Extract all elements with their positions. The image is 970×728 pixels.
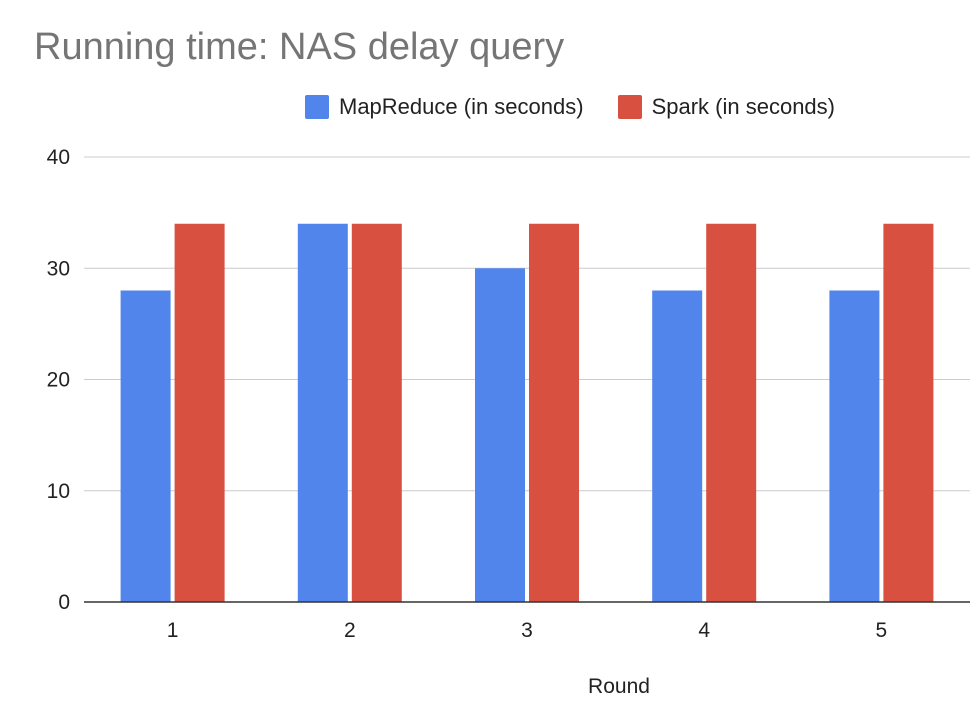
- bar-mapreduce-round-3: [475, 268, 525, 602]
- x-tick-label-3: 3: [521, 619, 533, 642]
- legend: MapReduce (in seconds) Spark (in seconds…: [305, 94, 869, 120]
- y-tick-label-0: 0: [58, 591, 70, 614]
- bar-spark-round-4: [706, 223, 757, 602]
- bar-mapreduce-round-2: [297, 223, 348, 602]
- y-tick-label-40: 40: [47, 146, 70, 169]
- legend-label-spark: Spark (in seconds): [651, 94, 835, 119]
- y-tick-label-20: 20: [47, 369, 70, 392]
- x-tick-label-2: 2: [344, 619, 356, 642]
- x-tick-label-1: 1: [167, 619, 179, 642]
- chart-title: Running time: NAS delay query: [34, 26, 565, 68]
- x-tick-label-4: 4: [698, 619, 710, 642]
- legend-label-mapreduce: MapReduce (in seconds): [339, 94, 584, 119]
- bars: [120, 223, 934, 602]
- bar-spark-round-5: [883, 223, 934, 602]
- x-tick-label-5: 5: [876, 619, 888, 642]
- y-tick-label-30: 30: [47, 257, 70, 280]
- bar-spark-round-1: [174, 223, 225, 602]
- bar-spark-round-2: [351, 223, 402, 602]
- gridlines: [84, 156, 970, 492]
- bar-spark-round-3: [529, 223, 579, 602]
- bar-mapreduce-round-5: [829, 290, 880, 602]
- legend-swatch-mapreduce: [305, 95, 329, 119]
- tick-labels: 0 10 20 30 40 1 2 3 4 5 Round: [47, 146, 888, 698]
- bar-mapreduce-round-4: [652, 290, 703, 602]
- legend-item-spark: Spark (in seconds): [617, 94, 835, 120]
- x-axis-title: Round: [588, 675, 650, 698]
- y-tick-label-10: 10: [47, 480, 70, 503]
- legend-item-mapreduce: MapReduce (in seconds): [305, 94, 584, 120]
- legend-swatch-spark: [617, 95, 642, 119]
- bar-mapreduce-round-1: [120, 290, 171, 602]
